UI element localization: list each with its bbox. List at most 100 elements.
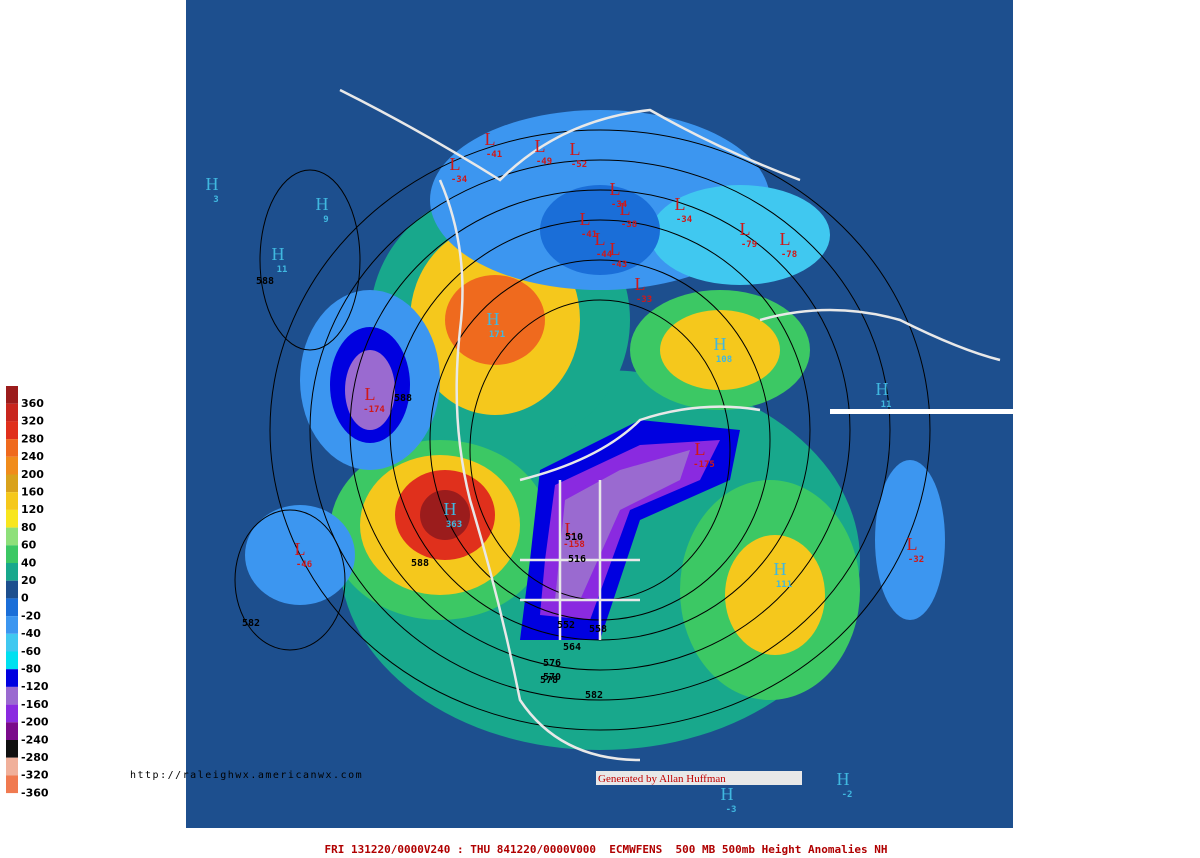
center-letter: L	[610, 239, 621, 259]
center-letter: L	[295, 539, 306, 559]
center-letter: L	[485, 129, 496, 149]
legend-label: -120	[21, 680, 49, 693]
legend-swatch	[6, 403, 18, 422]
legend-label: -200	[21, 716, 49, 729]
center-letter: H	[272, 244, 285, 264]
center-letter: L	[570, 139, 581, 159]
legend-label: -40	[21, 627, 41, 640]
center-letter: H	[837, 769, 850, 789]
center-letter: H	[714, 334, 727, 354]
contour-labels: 588 588 582 588 582 578 576 570 564 558 552 516 510	[242, 276, 607, 701]
center-letter: H	[487, 309, 500, 329]
center-letter: L	[780, 229, 791, 249]
contour-label: 570	[543, 672, 561, 683]
footer: FRI 131220/0000V240 : THU 841220/0000V00…	[325, 843, 888, 856]
center-value: 171	[489, 330, 505, 340]
legend-label: -360	[21, 786, 49, 799]
center-value: 11	[277, 265, 288, 275]
legend-swatch	[6, 757, 18, 776]
center-letter: H	[774, 559, 787, 579]
legend-label: 240	[21, 450, 44, 463]
legend-swatch	[6, 492, 18, 510]
center-letter: L	[450, 154, 461, 174]
center-value: -52	[571, 160, 587, 170]
center-letter: H	[206, 174, 219, 194]
center-letter: L	[740, 219, 751, 239]
center-value: -3	[726, 805, 737, 815]
legend: 360320280240200160120806040200-20-40-60-…	[6, 386, 49, 799]
legend-swatch	[6, 669, 18, 687]
pressure-centers: L-41 L-49L-52L-34 L-34L-38L-34L-41L-44L-43…	[206, 129, 925, 815]
center-value: 363	[446, 520, 462, 530]
legend-label: 0	[21, 592, 29, 605]
center-value: 108	[716, 355, 732, 365]
legend-label: -80	[21, 663, 41, 676]
legend-swatch	[6, 722, 18, 740]
contour-label: 588	[394, 393, 412, 404]
center-value: -43	[611, 260, 627, 270]
center-value: 11	[881, 400, 892, 410]
legend-swatch	[6, 598, 18, 617]
source-url: http://raleighwx.americanwx.com	[130, 770, 363, 781]
center-value: 111	[776, 580, 792, 590]
contour-label: 588	[256, 276, 274, 287]
center-value: 9	[323, 215, 328, 225]
coastlines	[339, 88, 1001, 762]
contour-label: 510	[565, 532, 583, 543]
center-value: -79	[741, 240, 757, 250]
legend-swatch	[6, 545, 18, 563]
legend-swatch	[6, 527, 18, 546]
center-value: -44	[596, 250, 613, 260]
contour-label: 588	[411, 558, 429, 569]
legend-label: -320	[21, 769, 49, 782]
legend-swatch	[6, 740, 18, 758]
contour-label: 516	[568, 554, 586, 565]
center-letter: L	[620, 199, 631, 219]
center-value: -175	[693, 460, 715, 470]
center-value: -41	[486, 150, 502, 160]
legend-label: 320	[21, 415, 44, 428]
center-letter: L	[580, 209, 591, 229]
contour-label: 582	[585, 690, 603, 701]
center-letter: L	[565, 519, 576, 539]
center-letter: L	[365, 384, 376, 404]
center-value: -2	[842, 790, 853, 800]
center-letter: L	[635, 274, 646, 294]
contour-label: 564	[563, 642, 581, 653]
center-value: -78	[781, 250, 797, 260]
legend-label: 20	[21, 574, 37, 587]
center-letter: H	[316, 194, 329, 214]
center-letter: H	[444, 499, 457, 519]
legend-swatch	[6, 651, 18, 670]
map-seam	[830, 409, 1013, 414]
center-value: -34	[451, 175, 468, 185]
center-value: -33	[636, 295, 652, 305]
legend-label: 360	[21, 397, 44, 410]
center-letter: L	[595, 229, 606, 249]
legend-label: 200	[21, 468, 44, 481]
contour-label: 552	[557, 620, 575, 631]
legend-swatch	[6, 563, 18, 581]
legend-swatch	[6, 474, 18, 493]
center-letter: H	[721, 784, 734, 804]
legend-swatch	[6, 386, 18, 404]
center-value: -46	[296, 560, 312, 570]
contour-label: 576	[543, 658, 561, 669]
credit-box	[596, 771, 802, 785]
legend-label: 160	[21, 486, 44, 499]
legend-label: 280	[21, 432, 44, 445]
legend-swatch	[6, 439, 18, 457]
center-value: -49	[536, 157, 552, 167]
center-letter: L	[907, 534, 918, 554]
contour-label: 578	[540, 675, 558, 686]
center-letter: L	[675, 194, 686, 214]
center-value: -158	[563, 540, 585, 550]
legend-label: -160	[21, 698, 49, 711]
legend-swatch	[6, 686, 18, 705]
center-value: 3	[213, 195, 218, 205]
legend-label: -20	[21, 609, 41, 622]
legend-swatch	[6, 509, 18, 528]
anomaly-fields	[245, 110, 945, 750]
center-value: -41	[581, 230, 597, 240]
